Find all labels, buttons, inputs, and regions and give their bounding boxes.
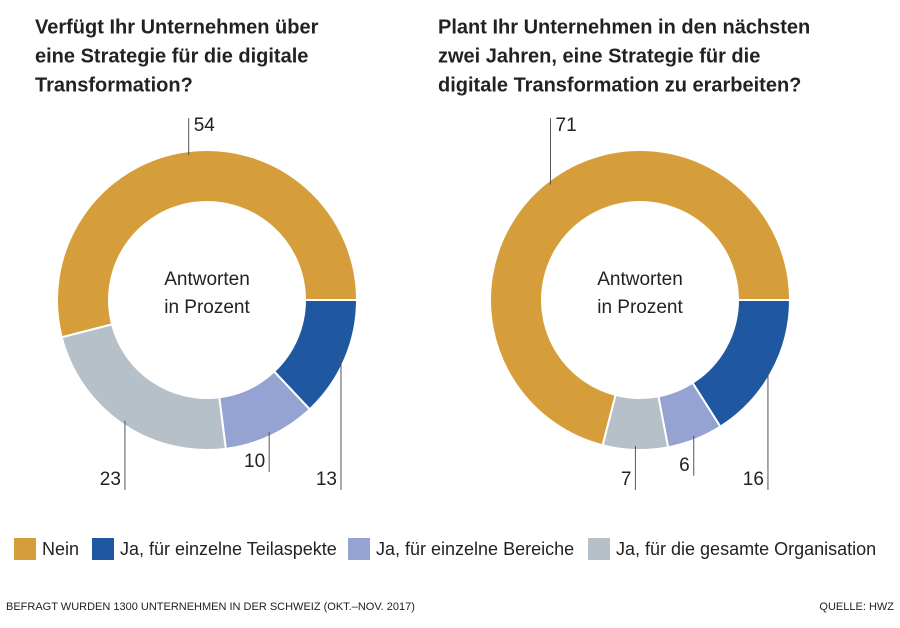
footnote: BEFRAGT WURDEN 1300 UNTERNEHMEN IN DER S… (6, 601, 415, 613)
value-label: 16 (743, 469, 764, 490)
chart-title: eine Strategie für die digitale (35, 45, 308, 67)
value-label: 6 (679, 455, 690, 476)
chart-title: zwei Jahren, eine Strategie für die (438, 45, 760, 67)
donut-slice (60, 323, 227, 451)
chart-title: Verfügt Ihr Unternehmen über (35, 16, 319, 38)
legend-label: Nein (42, 539, 79, 559)
donut-slice (56, 149, 359, 339)
center-label: in Prozent (597, 297, 683, 318)
value-label: 71 (556, 115, 577, 136)
value-label: 10 (244, 451, 265, 472)
center-label: Antworten (164, 269, 250, 290)
donut-slice (601, 393, 670, 451)
legend-label: Ja, für die gesamte Organisation (616, 539, 876, 559)
value-label: 7 (621, 469, 632, 490)
chart-title: Plant Ihr Unternehmen in den nächsten (438, 16, 810, 38)
legend-swatch (92, 538, 114, 560)
chart-title: digitale Transformation zu erarbeiten? (438, 74, 801, 96)
legend-swatch (14, 538, 36, 560)
legend-swatch (348, 538, 370, 560)
value-label: 54 (194, 115, 216, 136)
chart-title: Transformation? (35, 74, 193, 96)
value-label: 23 (100, 469, 121, 490)
source: QUELLE: HWZ (819, 601, 894, 613)
legend-label: Ja, für einzelne Bereiche (376, 539, 574, 559)
center-label: Antworten (597, 269, 683, 290)
donut-slice (489, 149, 792, 447)
center-label: in Prozent (164, 297, 250, 318)
legend-label: Ja, für einzelne Teilaspekte (120, 539, 337, 559)
value-label: 13 (316, 469, 337, 490)
legend-swatch (588, 538, 610, 560)
